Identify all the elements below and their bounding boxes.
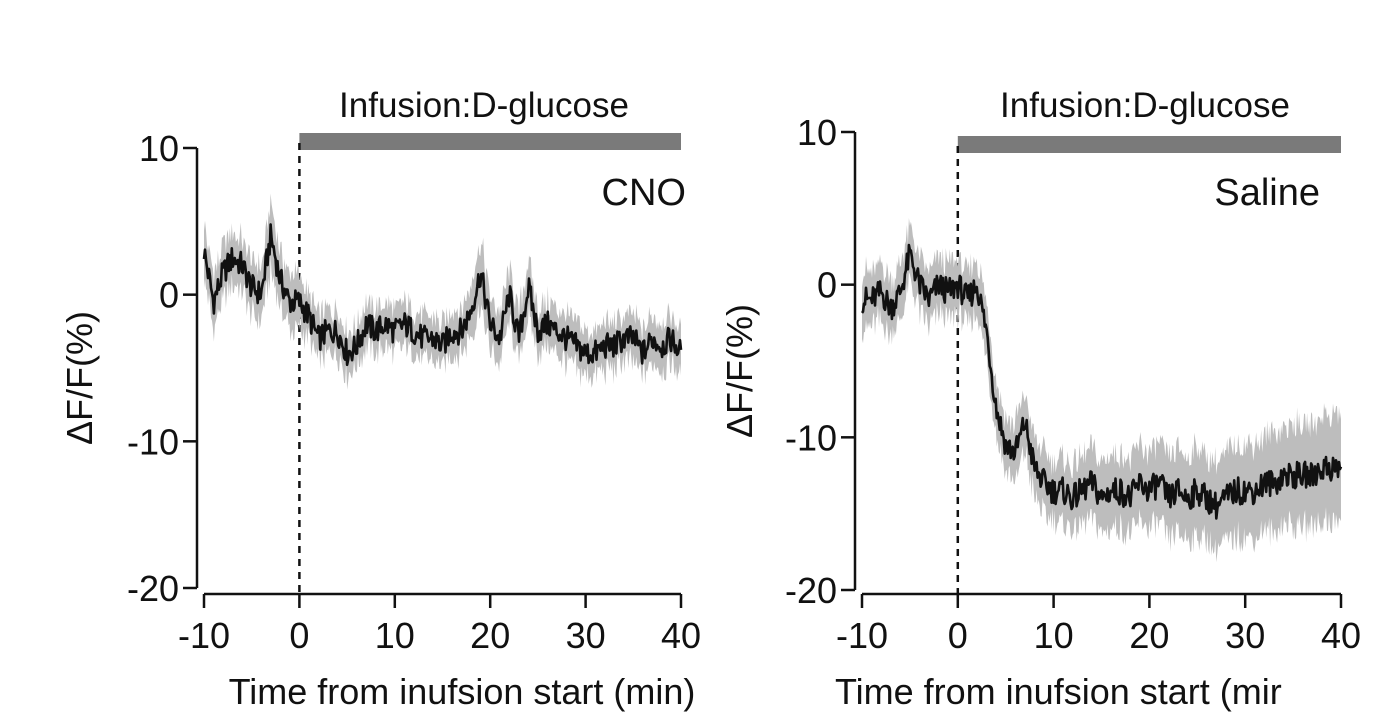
x-tick-label: -10 [178,615,230,656]
y-tick-label: -10 [127,421,179,462]
x-axis: -10 0 10 20 30 40 [836,592,1361,656]
x-tick-label: 10 [375,615,415,656]
mean-trace [202,223,683,367]
x-axis-title: Time from inufsion start (mir [835,671,1282,712]
y-tick-label: -20 [127,568,179,609]
y-axis-title: ΔF/F(%) [719,304,760,438]
condition-label: CNO [602,172,686,214]
x-axis: -10 0 10 20 30 40 [178,592,701,656]
y-tick-label: 10 [797,112,837,153]
x-tick-label: 0 [289,615,309,656]
x-tick-label: 40 [1321,615,1361,656]
x-tick-label: 20 [1129,615,1169,656]
y-tick-label: -20 [785,570,837,611]
x-tick-label: 40 [661,615,701,656]
x-tick-label: 0 [948,615,968,656]
x-tick-label: 30 [1225,615,1265,656]
y-tick-label: -10 [785,417,837,458]
y-axis: 10 0 -10 -20 [785,112,857,611]
condition-label: Saline [1214,172,1320,214]
x-tick-label: -10 [836,615,888,656]
sem-band [204,193,681,390]
infusion-label: Infusion:D-glucose [1000,86,1290,125]
panel-cno: 10 0 -10 -20 -10 0 10 20 30 40 Infusion:D-glucos… [59,86,701,712]
x-tick-label: 30 [566,615,606,656]
x-tick-label: 10 [1034,615,1074,656]
mean-trace [860,243,1343,520]
y-tick-label: 0 [159,275,179,316]
sem-band [862,218,1341,563]
y-axis: 10 0 -10 -20 [127,128,199,609]
panel-saline: 100-10-20 -10 0 10 20 30 40 Infusion:D-glucos… [719,86,1361,712]
x-axis-title: Time from inufsion start (min) [229,671,696,712]
y-tick-label: 10 [139,128,179,169]
y-tick-label: 0 [817,265,837,306]
infusion-bar [299,133,681,150]
infusion-bar [957,136,1341,153]
y-axis-title: ΔF/F(%) [59,311,100,445]
x-tick-label: 20 [470,615,510,656]
infusion-label: Infusion:D-glucose [339,86,629,125]
